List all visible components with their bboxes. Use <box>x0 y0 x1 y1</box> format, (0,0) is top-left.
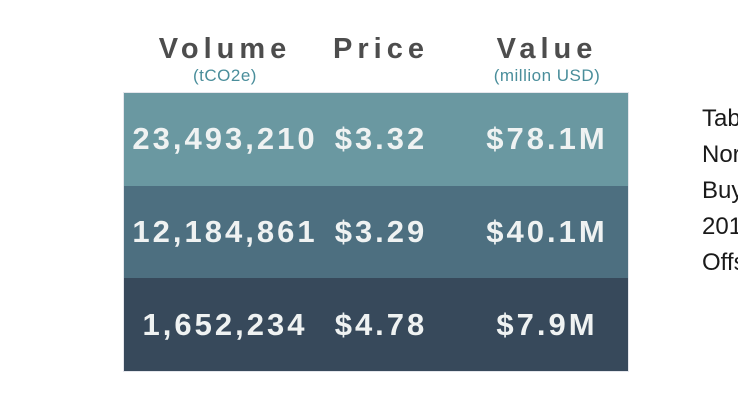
figure-caption: Tab Nor Buy 201 Offs <box>702 101 738 281</box>
price-cell: $4.78 <box>334 306 428 342</box>
column-header-price-label: Price <box>333 33 429 65</box>
volume-cell: 12,184,861 <box>132 214 318 249</box>
column-header-price-unit <box>326 65 436 87</box>
figure-caption-line: 201 <box>702 213 738 240</box>
figure-caption-line: Nor <box>702 141 738 168</box>
table-row: 1,652,234 $4.78 $7.9M <box>124 278 628 372</box>
figure-caption-line: Buy <box>702 177 738 204</box>
data-table: Volume (tCO2e) Price Value (million USD)… <box>124 33 628 372</box>
value-cell: $78.1M <box>486 121 608 157</box>
figure-caption-line: Tab <box>702 105 738 132</box>
value-cell: $7.9M <box>496 306 598 342</box>
table-row: 12,184,861 $3.29 $40.1M <box>124 185 628 279</box>
price-cell: $3.29 <box>334 214 428 249</box>
column-header-value: Value (million USD) <box>436 33 628 87</box>
volume-cell: 1,652,234 <box>142 306 308 342</box>
column-header-value-label: Value <box>496 33 598 65</box>
value-cell: $40.1M <box>486 214 608 249</box>
table-row: 23,493,210 $3.32 $78.1M <box>124 93 628 186</box>
column-header-value-unit: (million USD) <box>493 66 601 85</box>
table-body: 23,493,210 $3.32 $78.1M 12,184,861 $3.29… <box>124 93 628 372</box>
column-header-price: Price <box>326 33 436 87</box>
price-cell: $3.32 <box>334 121 428 157</box>
column-header-volume: Volume (tCO2e) <box>124 33 326 87</box>
column-header-volume-label: Volume <box>158 33 292 65</box>
volume-cell: 23,493,210 <box>132 121 318 157</box>
table-header-row: Volume (tCO2e) Price Value (million USD) <box>124 33 628 87</box>
figure-caption-line: Offs <box>702 249 738 276</box>
column-header-volume-unit: (tCO2e) <box>193 66 257 85</box>
